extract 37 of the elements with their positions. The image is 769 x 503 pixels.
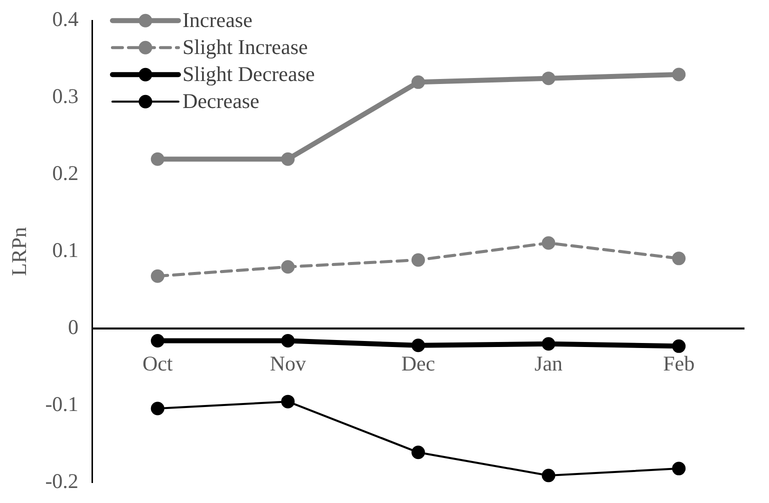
y-tick-label: 0: [68, 314, 78, 339]
point: [672, 68, 686, 82]
point: [411, 253, 425, 267]
point: [150, 402, 164, 416]
y-tick-label: 0.2: [52, 161, 78, 186]
y-tick-label: -0.1: [45, 392, 78, 416]
point: [150, 152, 164, 166]
point: [281, 260, 295, 274]
legend-label: Slight Increase: [182, 35, 308, 60]
point: [672, 462, 686, 476]
point: [281, 334, 295, 348]
point: [542, 468, 556, 482]
y-axis-title: LRPn: [7, 226, 32, 276]
y-tick-label: 0.1: [52, 238, 78, 262]
point: [281, 152, 295, 166]
x-tick-label: Nov: [270, 352, 306, 376]
legend-label: Increase: [182, 8, 252, 32]
x-tick-label: Jan: [534, 352, 564, 376]
legend-label: Decrease: [182, 89, 260, 114]
point: [411, 338, 425, 352]
point: [672, 339, 686, 353]
x-tick-label: Oct: [142, 352, 173, 376]
point: [542, 236, 556, 250]
point: [150, 269, 164, 283]
legend-label: Slight Decrease: [182, 62, 315, 86]
point: [411, 75, 425, 89]
point: [542, 72, 556, 86]
point: [150, 334, 164, 348]
x-tick-label: Feb: [663, 352, 695, 376]
point: [281, 394, 295, 408]
point: [411, 446, 425, 460]
x-tick-label: Dec: [401, 352, 436, 376]
y-tick-label: 0.4: [52, 7, 79, 32]
point: [672, 252, 686, 266]
point: [542, 337, 556, 351]
y-tick-label: 0.3: [52, 84, 78, 108]
y-tick-label: -0.2: [45, 468, 78, 493]
